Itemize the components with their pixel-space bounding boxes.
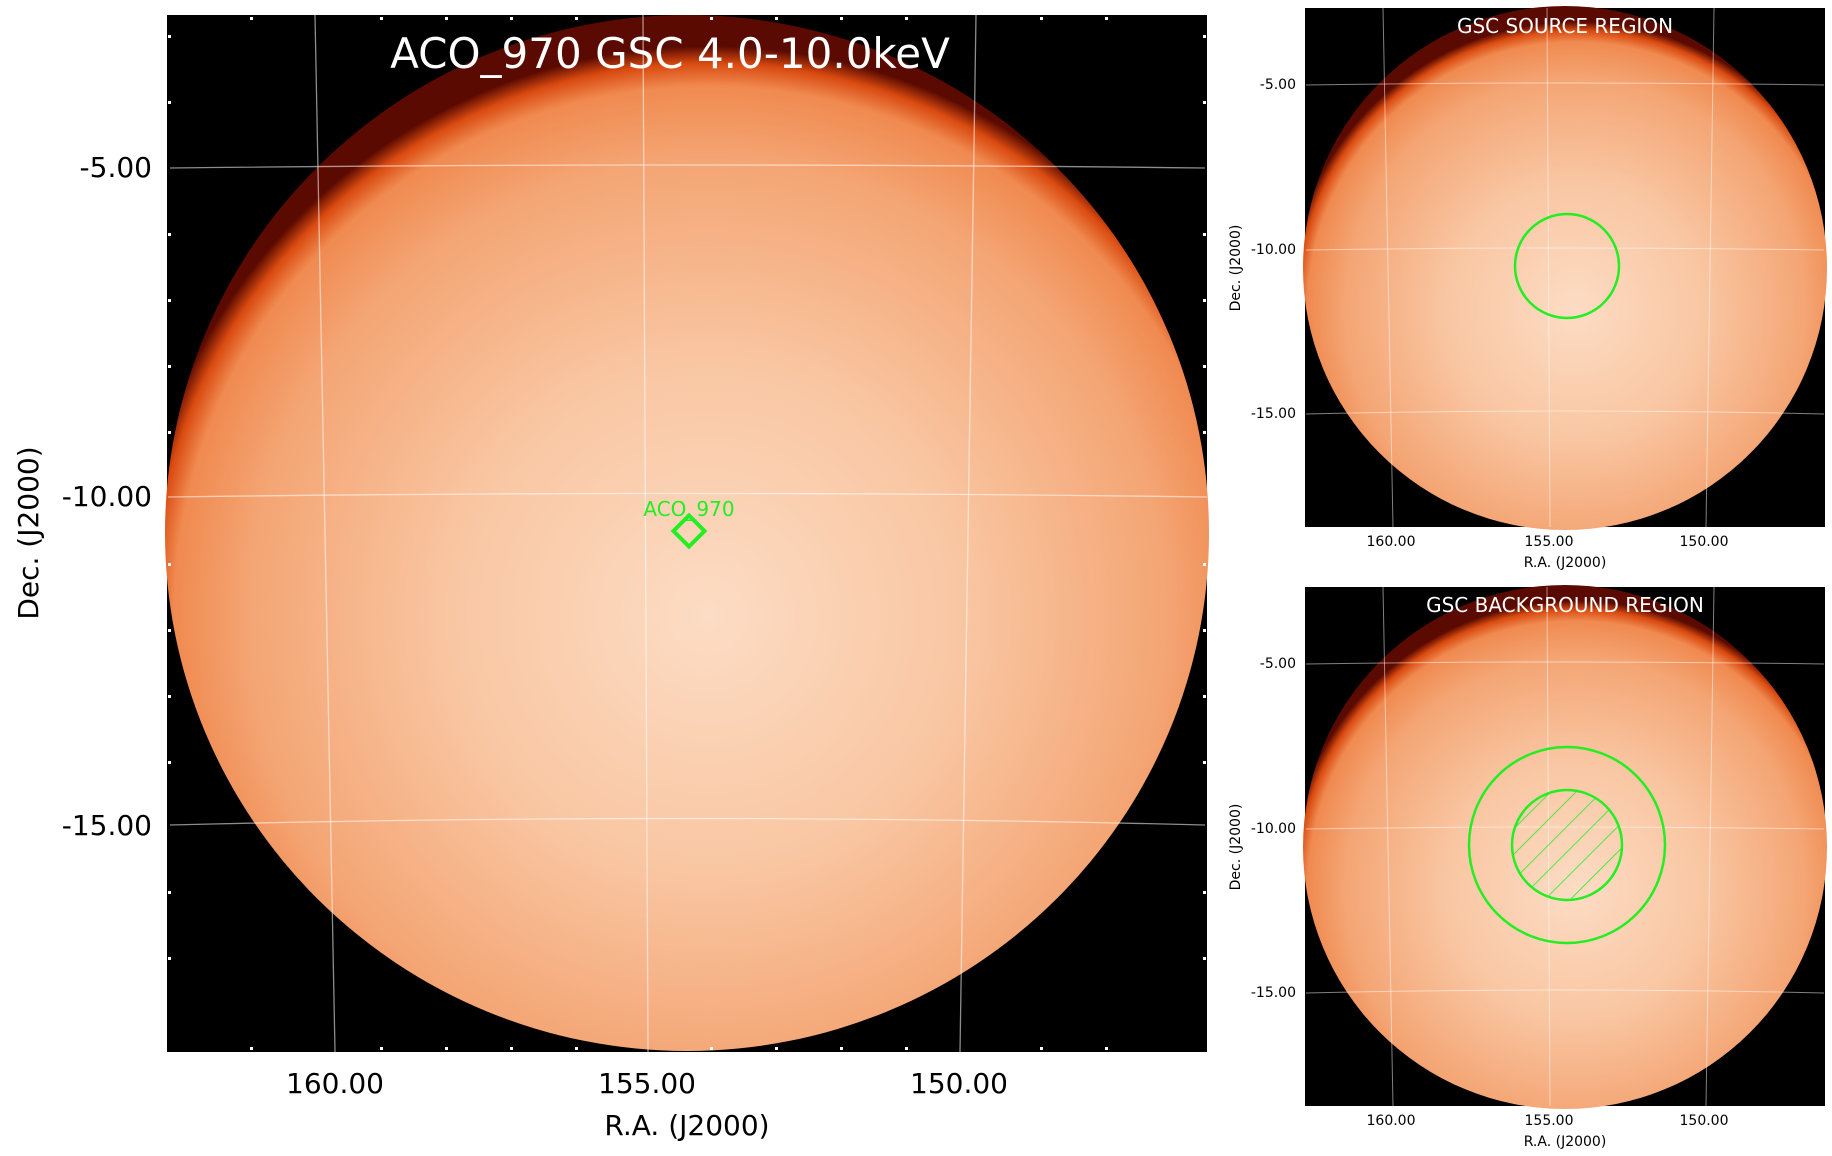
main-xaxis-label: R.A. (J2000) (604, 1109, 769, 1142)
background-ytick-label: -10.00 (1251, 821, 1296, 837)
background-ytick-label: -15.00 (1251, 985, 1296, 1001)
main-ytick-label: -5.00 (80, 151, 152, 184)
main-ytick-label: -15.00 (62, 809, 152, 842)
main-xtick-label: 155.00 (598, 1067, 696, 1100)
background-outer-circle[interactable] (1467, 745, 1667, 945)
main-yaxis-label: Dec. (J2000) (12, 446, 45, 619)
source-ytick-label: -10.00 (1251, 242, 1296, 258)
background-title: GSC BACKGROUND REGION (1426, 593, 1704, 617)
source-xtick-label: 160.00 (1367, 534, 1416, 550)
background-xtick-label: 150.00 (1680, 1113, 1729, 1129)
source-panel: GSC SOURCE REGION 160.00 155.00 150.00 -… (1228, 6, 1827, 571)
source-ytick-label: -5.00 (1260, 77, 1296, 93)
source-title: GSC SOURCE REGION (1457, 14, 1673, 38)
background-xtick-label: 155.00 (1525, 1113, 1574, 1129)
main-sky-disk (165, 15, 1209, 1051)
main-grid (167, 14, 1208, 1053)
background-xtick-label: 160.00 (1367, 1113, 1416, 1129)
aco970-marker-label: ACO_970 (643, 497, 734, 521)
background-panel: GSC BACKGROUND REGION 160.00 155.00 150.… (1228, 585, 1827, 1150)
main-xtick-label: 150.00 (910, 1067, 1008, 1100)
main-ytick-label: -10.00 (62, 480, 152, 513)
background-xaxis-label: R.A. (J2000) (1524, 1134, 1607, 1150)
background-yaxis-label: Dec. (J2000) (1228, 804, 1244, 891)
aco970-diamond-marker[interactable] (670, 512, 708, 550)
main-frame-ticks (168, 17, 1206, 1050)
main-xtick-label: 160.00 (286, 1067, 384, 1100)
source-xtick-label: 155.00 (1525, 534, 1574, 550)
main-panel: ACO_970 ACO_970 GSC 4.0-10.0keV 160.00 1… (12, 14, 1209, 1142)
source-xaxis-label: R.A. (J2000) (1524, 555, 1607, 571)
background-inner-hatched-circle[interactable] (1510, 788, 1624, 902)
source-yaxis-label: Dec. (J2000) (1228, 225, 1244, 312)
source-sky-disk (1303, 6, 1827, 530)
background-ytick-label: -5.00 (1260, 656, 1296, 672)
source-grid (1305, 7, 1825, 528)
main-title: ACO_970 GSC 4.0-10.0keV (390, 29, 950, 78)
source-ytick-label: -15.00 (1251, 406, 1296, 422)
source-region-circle[interactable] (1513, 212, 1621, 320)
source-xtick-label: 150.00 (1680, 534, 1729, 550)
